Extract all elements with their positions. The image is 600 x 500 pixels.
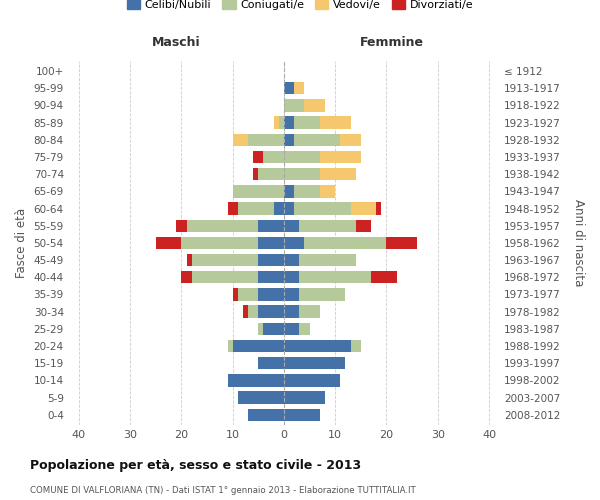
Bar <box>284 340 350 352</box>
Bar <box>259 288 284 300</box>
Bar <box>284 254 299 266</box>
Bar <box>299 254 356 266</box>
Bar <box>284 220 299 232</box>
Bar <box>263 151 284 163</box>
Bar <box>284 357 346 370</box>
Bar <box>233 185 284 198</box>
Bar <box>304 236 386 249</box>
Text: COMUNE DI VALFLORIANA (TN) - Dati ISTAT 1° gennaio 2013 - Elaborazione TUTTITALI: COMUNE DI VALFLORIANA (TN) - Dati ISTAT … <box>30 486 416 495</box>
Bar <box>156 236 181 249</box>
Bar <box>233 288 238 300</box>
Bar <box>238 288 259 300</box>
Bar <box>243 306 248 318</box>
Bar <box>279 116 284 129</box>
Bar <box>299 220 356 232</box>
Bar <box>284 236 304 249</box>
Bar <box>263 322 284 335</box>
Bar <box>320 116 350 129</box>
Bar <box>320 168 356 180</box>
Bar <box>320 151 361 163</box>
Bar <box>274 202 284 214</box>
Bar <box>181 236 259 249</box>
Bar <box>294 82 304 94</box>
Bar <box>350 340 361 352</box>
Bar <box>284 185 294 198</box>
Bar <box>284 99 304 112</box>
Bar <box>284 151 320 163</box>
Bar <box>233 134 248 146</box>
Bar <box>386 236 417 249</box>
Text: Femmine: Femmine <box>359 36 424 49</box>
Bar <box>284 82 294 94</box>
Bar <box>187 254 191 266</box>
Bar <box>248 306 259 318</box>
Bar <box>227 202 238 214</box>
Bar <box>227 374 284 386</box>
Bar <box>259 168 284 180</box>
Text: Maschi: Maschi <box>152 36 200 49</box>
Bar <box>294 185 320 198</box>
Bar <box>259 220 284 232</box>
Bar <box>284 306 299 318</box>
Bar <box>356 220 371 232</box>
Bar <box>259 236 284 249</box>
Bar <box>294 202 350 214</box>
Bar <box>181 271 191 283</box>
Bar <box>233 340 284 352</box>
Bar <box>284 392 325 404</box>
Bar <box>294 134 340 146</box>
Bar <box>371 271 397 283</box>
Y-axis label: Fasce di età: Fasce di età <box>15 208 28 278</box>
Bar <box>376 202 382 214</box>
Legend: Celibi/Nubili, Coniugati/e, Vedovi/e, Divorziati/e: Celibi/Nubili, Coniugati/e, Vedovi/e, Di… <box>122 0 478 15</box>
Bar <box>284 116 294 129</box>
Bar <box>304 99 325 112</box>
Bar <box>294 116 320 129</box>
Bar <box>350 202 376 214</box>
Bar <box>253 168 259 180</box>
Bar <box>299 306 320 318</box>
Bar <box>248 134 284 146</box>
Bar <box>187 220 259 232</box>
Bar <box>284 202 294 214</box>
Bar <box>299 271 371 283</box>
Bar <box>259 306 284 318</box>
Bar <box>284 322 299 335</box>
Bar <box>253 151 263 163</box>
Bar <box>227 340 233 352</box>
Text: Popolazione per età, sesso e stato civile - 2013: Popolazione per età, sesso e stato civil… <box>30 460 361 472</box>
Bar <box>259 357 284 370</box>
Bar <box>176 220 187 232</box>
Bar <box>238 202 274 214</box>
Bar <box>259 254 284 266</box>
Bar <box>284 271 299 283</box>
Bar <box>284 374 340 386</box>
Bar <box>259 271 284 283</box>
Bar <box>191 254 259 266</box>
Bar <box>248 408 284 421</box>
Bar <box>274 116 279 129</box>
Bar <box>238 392 284 404</box>
Bar <box>299 322 310 335</box>
Bar <box>284 408 320 421</box>
Bar <box>340 134 361 146</box>
Y-axis label: Anni di nascita: Anni di nascita <box>572 199 585 286</box>
Bar <box>284 134 294 146</box>
Bar <box>284 168 320 180</box>
Bar <box>320 185 335 198</box>
Bar <box>284 288 299 300</box>
Bar <box>191 271 259 283</box>
Bar <box>259 322 263 335</box>
Bar <box>299 288 346 300</box>
